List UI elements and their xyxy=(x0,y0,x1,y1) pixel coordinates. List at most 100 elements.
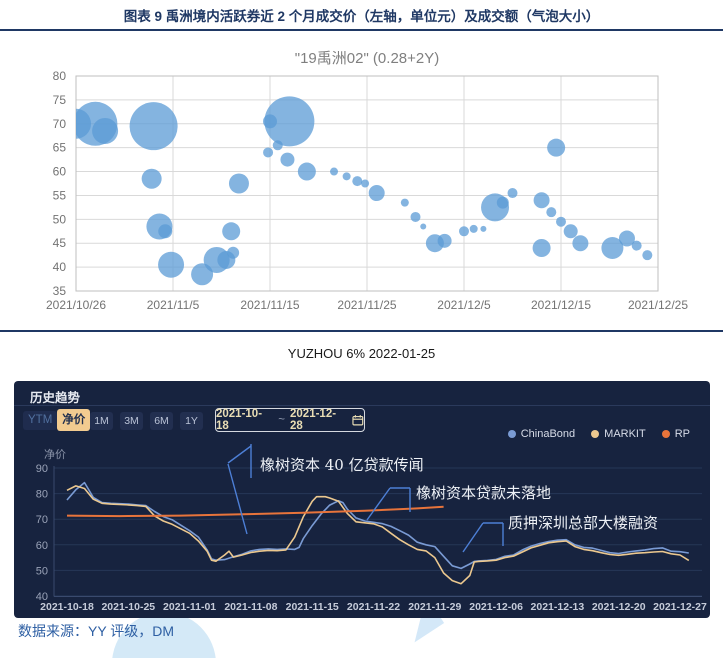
legend-item-chinabond[interactable]: ChinaBond xyxy=(507,428,576,440)
price-mode-toggle: YTM 净价 xyxy=(23,409,91,431)
y-axis-title: 净价 xyxy=(44,447,66,461)
y-tick-label: 70 xyxy=(53,117,67,131)
series-chinabond xyxy=(66,481,689,570)
data-source-line: 数据来源：YY 评级，DM xyxy=(18,623,175,639)
y-tick-label: 70 xyxy=(36,514,48,526)
bubble-chart-title: "19禹洲02" (0.28+2Y) xyxy=(294,50,440,67)
x-tick-label: 2021/11/5 xyxy=(147,298,200,312)
y-tick-label: 50 xyxy=(53,212,67,226)
date-range-start: 2021-10-18 xyxy=(216,408,263,432)
trade-bubble xyxy=(342,172,351,181)
caption-rule xyxy=(0,29,723,31)
panel-title: 历史趋势 xyxy=(30,391,81,405)
legend-label: MARKIT xyxy=(604,428,646,440)
trade-bubble xyxy=(546,207,557,218)
y-tick-label: 60 xyxy=(36,540,48,552)
date-range-end: 2021-12-28 xyxy=(290,408,337,432)
section-rule xyxy=(0,330,723,332)
panel-divider xyxy=(14,405,710,406)
x-tick-label: 2021-11-22 xyxy=(347,601,400,613)
x-tick-label: 2021-11-01 xyxy=(163,601,216,613)
x-tick-label: 2021/11/25 xyxy=(337,298,396,312)
trade-bubble xyxy=(480,225,487,232)
x-tick-label: 2021-12-13 xyxy=(531,601,585,613)
trade-bubble xyxy=(437,233,452,248)
trade-bubble xyxy=(330,167,339,176)
range-button-3m[interactable]: 3M xyxy=(120,412,143,430)
trade-bubble xyxy=(368,185,385,202)
legend-dot-chinabond xyxy=(507,430,516,438)
bubble-chart-canvas: 35 40 45 50 55 60 65 70 75 80 2021/10/26 2021/11/5 2… xyxy=(46,69,688,312)
x-tick-label: 2021-12-06 xyxy=(469,601,523,613)
trade-bubble xyxy=(420,223,427,230)
trade-bubble xyxy=(410,211,421,222)
trade-bubble xyxy=(264,96,315,147)
y-tick-label: 75 xyxy=(53,93,67,107)
trade-bubble xyxy=(222,222,241,241)
x-tick-label: 2021-10-18 xyxy=(40,601,94,613)
series-markit xyxy=(66,485,690,585)
annotation-text: 橡树资本 40 亿贷款传闻 xyxy=(260,456,424,474)
y-tick-label: 80 xyxy=(53,69,67,83)
bubble-series xyxy=(76,96,653,286)
trade-bubble xyxy=(618,230,635,247)
x-tick-label: 2021-11-29 xyxy=(408,601,461,613)
x-tick-label: 2021/11/15 xyxy=(240,298,299,312)
trade-bubble xyxy=(533,192,550,209)
trade-bubble xyxy=(361,179,370,188)
annotation-leader-line xyxy=(227,445,252,464)
y-tick-label: 45 xyxy=(53,236,67,250)
legend-label: RP xyxy=(674,428,690,440)
trade-bubble xyxy=(459,226,469,237)
series-rp xyxy=(66,505,444,518)
trade-bubble xyxy=(532,239,551,257)
y-tick-label: 40 xyxy=(36,591,48,603)
trade-bubble xyxy=(92,117,119,144)
x-tick-label: 2021-11-15 xyxy=(286,601,339,613)
legend-item-rp[interactable]: RP xyxy=(661,428,690,440)
legend-label: ChinaBond xyxy=(520,428,576,440)
y-tick-label: 60 xyxy=(53,165,67,179)
history-plot: 净价 40 50 60 70 80 90 2021-10-18 2021-10-25 2021-1… xyxy=(36,447,707,613)
chart-legend: ChinaBond MARKIT RP xyxy=(507,428,690,440)
annotation-leader-line xyxy=(462,522,484,553)
trade-bubble xyxy=(563,224,578,239)
bond-name-label: YUZHOU 6% 2022-01-25 xyxy=(287,346,436,361)
trade-bubble xyxy=(572,235,589,252)
trade-bubble xyxy=(263,147,274,158)
date-range-picker[interactable]: 2021-10-18 ~ 2021-12-28 xyxy=(215,408,365,432)
legend-item-markit[interactable]: MARKIT xyxy=(591,428,646,440)
range-button-6m[interactable]: 6M xyxy=(150,412,173,430)
tab-net-price[interactable]: 净价 xyxy=(57,409,91,431)
range-button-1m[interactable]: 1M xyxy=(90,412,113,430)
annotation-leader-line xyxy=(227,463,248,535)
y-tick-label: 40 xyxy=(53,260,67,274)
trade-bubble xyxy=(631,240,642,251)
annotation-text: 质押深圳总部大楼融资 xyxy=(508,514,658,532)
calendar-icon xyxy=(352,415,364,426)
trade-bubble xyxy=(469,224,478,233)
trade-bubble xyxy=(556,216,566,227)
y-tick-label: 80 xyxy=(36,489,48,501)
x-tick-label: 2021/12/25 xyxy=(628,298,688,312)
legend-dot-rp xyxy=(661,430,670,438)
trade-bubble xyxy=(601,237,624,259)
trade-bubble xyxy=(227,246,240,259)
date-range-separator: ~ xyxy=(278,414,286,426)
x-tick-label: 2021-12-27 xyxy=(653,601,707,613)
y-tick-label: 55 xyxy=(53,188,67,202)
x-tick-label: 2021/12/5 xyxy=(437,298,491,312)
x-tick-label: 2021-11-08 xyxy=(224,601,277,613)
tab-ytm[interactable]: YTM xyxy=(23,410,58,430)
figure-caption: 图表 9 禹洲境内活跃券近 2 个月成交价（左轴，单位元）及成交额（气泡大小） xyxy=(123,9,600,24)
trade-bubble xyxy=(158,224,173,239)
trade-bubble xyxy=(129,102,178,151)
trade-bubble xyxy=(280,152,295,167)
history-chart-canvas: 净价 40 50 60 70 80 90 2021-10-18 2021-10-25 2021-1… xyxy=(36,444,707,613)
trade-bubble xyxy=(158,251,185,278)
range-button-1y[interactable]: 1Y xyxy=(180,412,203,430)
y-tick-label: 50 xyxy=(36,565,48,577)
trade-bubble xyxy=(297,162,316,181)
